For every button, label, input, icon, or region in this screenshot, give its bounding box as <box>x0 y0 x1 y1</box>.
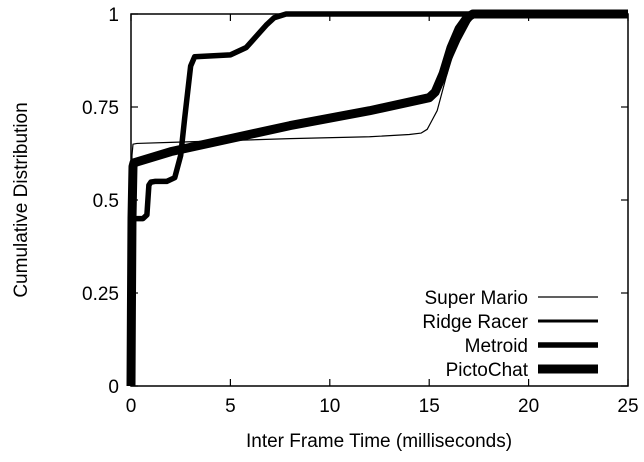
y-tick-label: 0.5 <box>93 191 119 212</box>
x-axis-label: Inter Frame Time (milliseconds) <box>246 431 512 452</box>
plot-frame <box>130 13 629 387</box>
legend-label-metroid: Metroid <box>465 336 528 357</box>
legend-label-pictochat: PictoChat <box>446 360 529 381</box>
x-tick-label: 25 <box>617 396 638 417</box>
x-tick-label: 20 <box>518 396 539 417</box>
series-line-super-mario <box>130 13 628 387</box>
x-tick-label: 10 <box>319 396 340 417</box>
series-line-metroid <box>128 11 628 387</box>
x-tick-label: 5 <box>225 396 236 417</box>
y-axis-label: Cumulative Distribution <box>11 102 32 297</box>
legend-label-ridge-racer: Ridge Racer <box>422 312 528 333</box>
legend-label-super-mario: Super Mario <box>425 288 529 309</box>
y-tick-label: 0 <box>108 377 119 398</box>
y-tick-label: 0.25 <box>82 284 119 305</box>
y-tick-label: 1 <box>108 5 119 26</box>
series-line-pictochat <box>126 9 628 387</box>
y-tick-label: 0.75 <box>82 98 119 119</box>
axis-ticks: 0 5 10 15 20 25 0 0.25 0.5 0.75 1 <box>82 5 639 417</box>
x-tick-label: 15 <box>419 396 440 417</box>
x-tick-label: 0 <box>126 396 137 417</box>
series-line-ridge-racer <box>129 12 628 387</box>
plot-lines <box>126 9 628 387</box>
legend: Super Mario Ridge Racer Metroid PictoChat <box>422 288 598 381</box>
